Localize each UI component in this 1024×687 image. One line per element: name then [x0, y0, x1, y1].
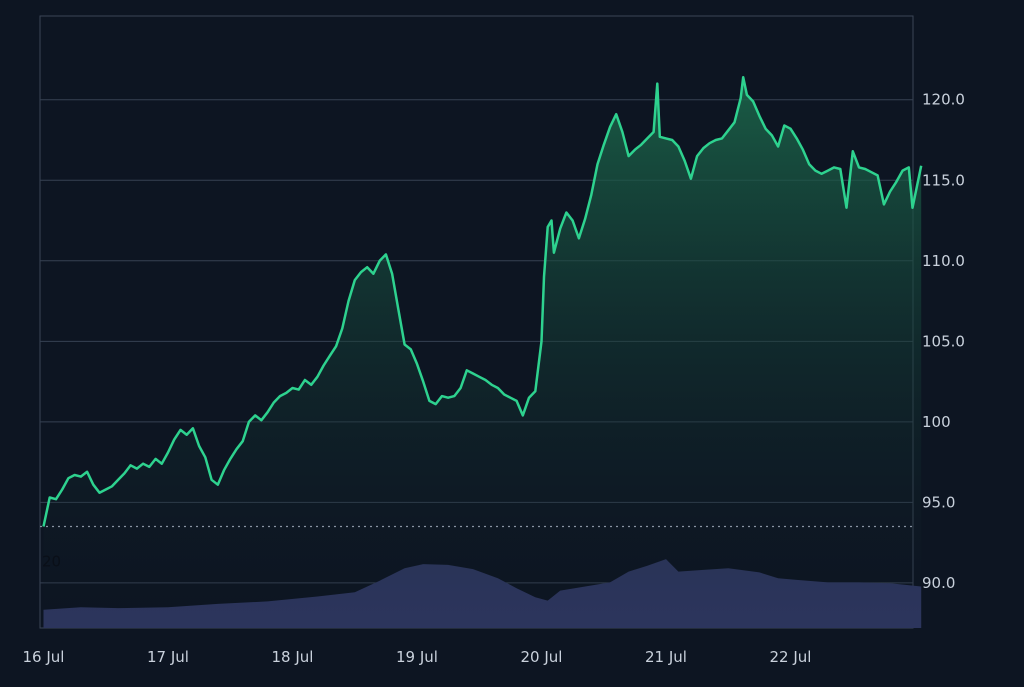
x-tick-label: 16 Jul: [23, 648, 65, 666]
price-area-layer: [43, 77, 922, 628]
x-tick-label: 21 Jul: [645, 648, 687, 666]
x-tick-label: 20 Jul: [521, 648, 563, 666]
y-axis: 90.0 95.0 100 105.0 110.0 115.0 120.0: [922, 91, 965, 592]
y-tick-label: 90.0: [922, 574, 955, 592]
price-line-layer: [42, 75, 923, 527]
x-tick-label: 22 Jul: [770, 648, 812, 666]
x-tick-label: 19 Jul: [396, 648, 438, 666]
y-tick-label: 110.0: [922, 252, 965, 270]
x-axis: 16 Jul 17 Jul 18 Jul 19 Jul 20 Jul 21 Jul 22 J…: [23, 648, 812, 666]
y-tick-label: 120.0: [922, 91, 965, 109]
y-tick-label: 100: [922, 413, 951, 431]
x-tick-label: 17 Jul: [147, 648, 189, 666]
y-tick-label: 95.0: [922, 493, 955, 511]
y-tick-label: 105.0: [922, 332, 965, 350]
x-tick-label: 18 Jul: [272, 648, 314, 666]
reference-label: 20: [42, 553, 61, 571]
price-area-fill: [43, 77, 922, 628]
y-tick-label: 115.0: [922, 171, 965, 189]
price-line: [42, 75, 923, 527]
reference-line-layer: 20: [40, 525, 913, 571]
